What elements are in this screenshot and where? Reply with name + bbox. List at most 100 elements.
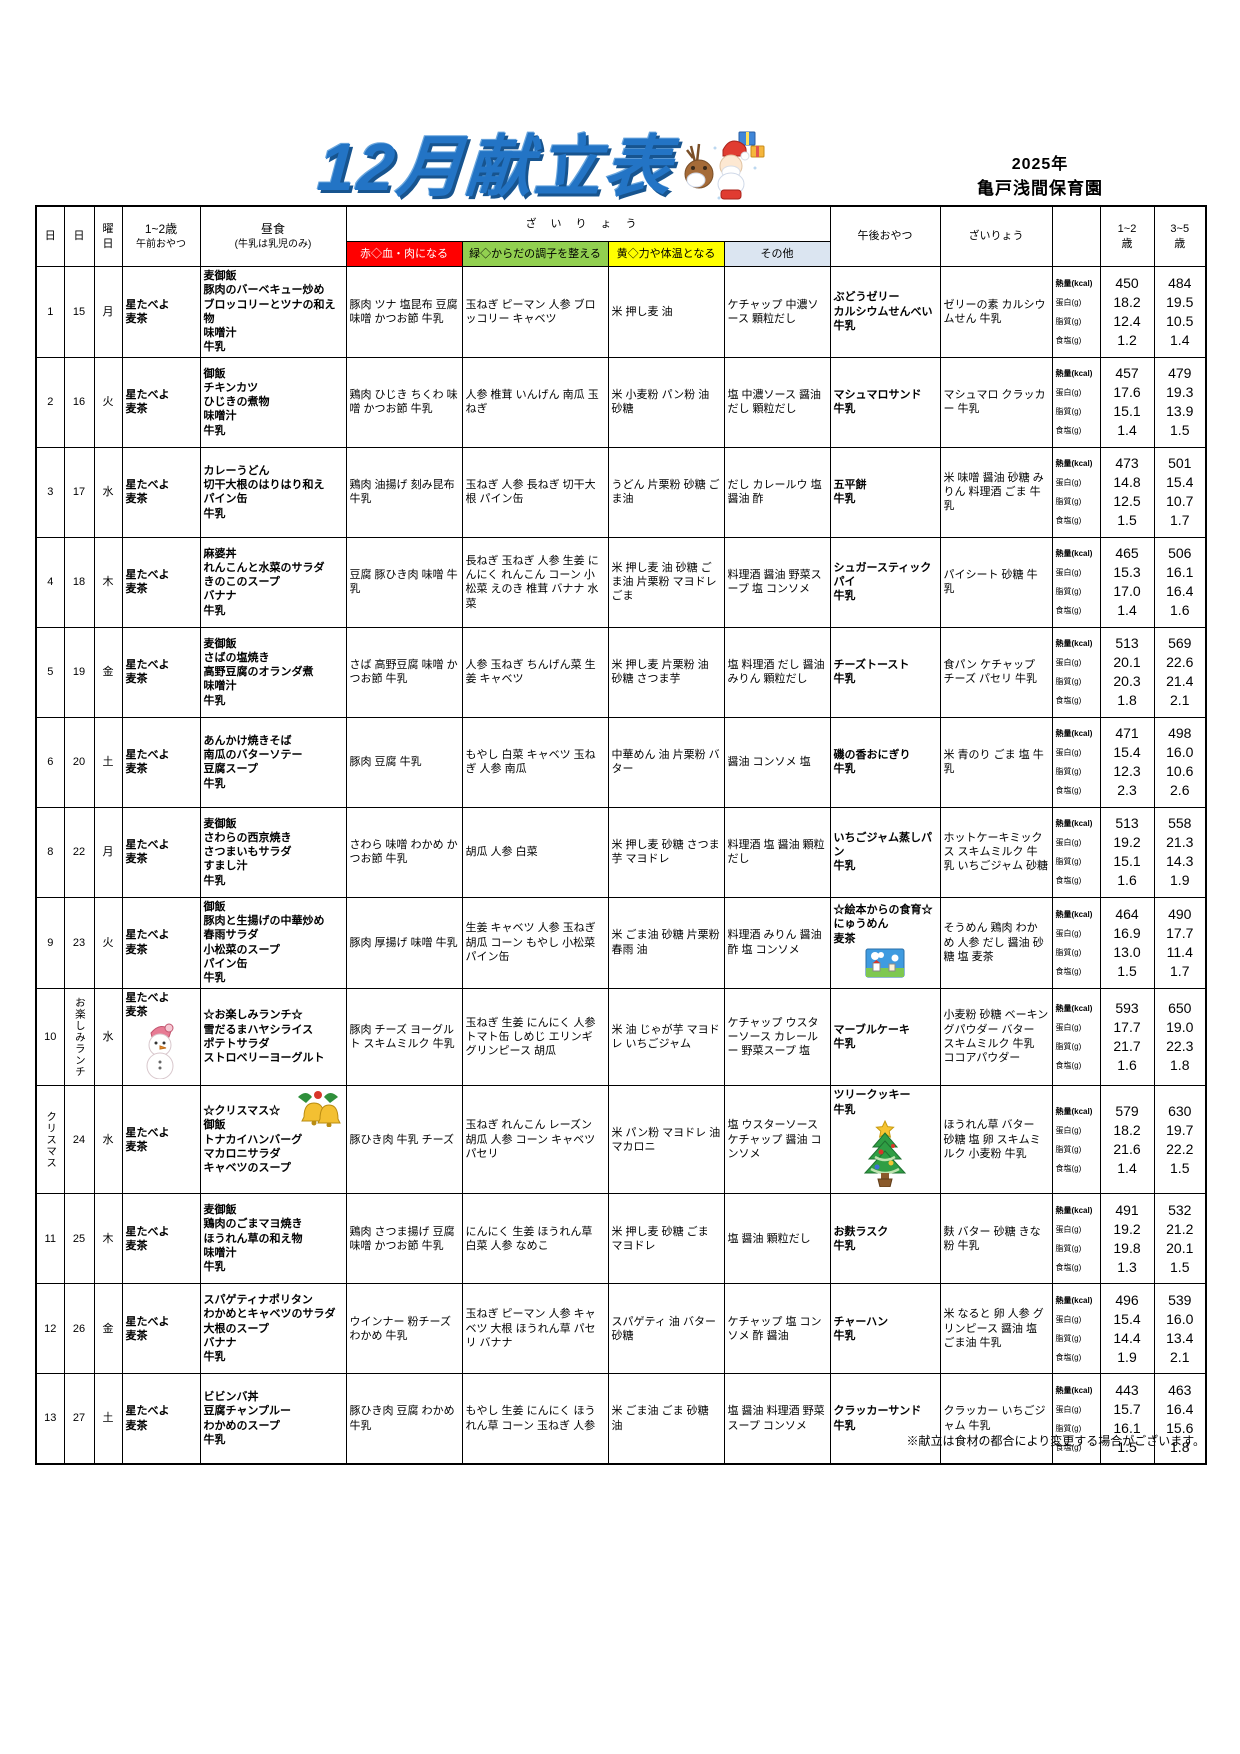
menu-row: 2 16 火 星たべよ 麦茶 御飯 チキンカツ ひじきの煮物 味噌汁 牛乳 鶏肉… bbox=[35, 356, 1207, 448]
nutrition-age12-cell: 473 14.8 12.5 1.5 bbox=[1099, 446, 1155, 538]
afternoon-snack-cell: クラッカーサンド 牛乳 bbox=[829, 1373, 941, 1465]
weekday-cell: 金 bbox=[93, 1283, 123, 1375]
row-number-cell: 4 bbox=[35, 536, 65, 628]
nutrition-labels-cell: 熱量(kcal) 蛋白(g) 脂質(g) 食塩(g) bbox=[1051, 536, 1101, 628]
nutrition-age35-cell: 558 21.3 14.3 1.9 bbox=[1153, 806, 1207, 898]
green-ingredients-cell: もやし 白菜 キャベツ 玉ねぎ 人参 南瓜 bbox=[461, 716, 609, 808]
row-number-cell: 13 bbox=[35, 1373, 65, 1465]
nutrition-labels-cell: 熱量(kcal) 蛋白(g) 脂質(g) 食塩(g) bbox=[1051, 987, 1101, 1087]
header-no: 日 bbox=[35, 205, 65, 267]
nutrition-age12-cell: 593 17.7 21.7 1.6 bbox=[1099, 987, 1155, 1087]
page-title: 12月献立表 bbox=[315, 130, 676, 205]
pm-ingredients-cell: ゼリーの素 カルシウムせん 牛乳 bbox=[939, 266, 1053, 358]
nutrition-age12-cell: 496 15.4 14.4 1.9 bbox=[1099, 1283, 1155, 1375]
year-label: 2025年 bbox=[1011, 156, 1069, 173]
pm-ingredients-cell: ほうれん草 バター 砂糖 塩 卵 スキムミルク 小麦粉 牛乳 bbox=[939, 1085, 1053, 1195]
date-cell: 16 bbox=[63, 356, 95, 448]
red-ingredients-cell: 鶏肉 ひじき ちくわ 味噌 かつお節 牛乳 bbox=[345, 356, 463, 448]
green-ingredients-cell: 玉ねぎ れんこん レーズン 胡瓜 人参 コーン キャベツ パセリ bbox=[461, 1085, 609, 1195]
yellow-ingredients-cell: 米 パン粉 マヨドレ 油 マカロニ bbox=[607, 1085, 725, 1195]
red-ingredients-cell: さば 高野豆腐 味噌 かつお節 牛乳 bbox=[345, 626, 463, 718]
red-ingredients-cell: ウインナー 粉チーズ わかめ 牛乳 bbox=[345, 1283, 463, 1375]
afternoon-snack-cell: マシュマロサンド 牛乳 bbox=[829, 356, 941, 448]
weekday-cell: 土 bbox=[93, 716, 123, 808]
nutrition-labels-cell: 熱量(kcal) 蛋白(g) 脂質(g) 食塩(g) bbox=[1051, 356, 1101, 448]
pm-ingredients-cell: 麩 バター 砂糖 きな粉 牛乳 bbox=[939, 1193, 1053, 1285]
pm-ingredients-cell: 米 味噌 醤油 砂糖 みりん 料理酒 ごま 牛乳 bbox=[939, 446, 1053, 538]
row-number-cell: 2 bbox=[35, 356, 65, 448]
header-age-3-5: 3~5 歳 bbox=[1153, 205, 1207, 267]
book-icon bbox=[834, 948, 937, 982]
menu-row: 10 お楽しみランチ 水 星たべよ 麦茶 ☆お楽しみランチ☆ 雪だるまハヤシライ… bbox=[35, 987, 1207, 1087]
weekday-cell: 木 bbox=[93, 536, 123, 628]
lunch-cell: 麦御飯 さわらの西京焼き さつまいもサラダ すまし汁 牛乳 bbox=[199, 806, 347, 898]
weekday-cell: 月 bbox=[93, 266, 123, 358]
yellow-ingredients-cell: 米 押し麦 砂糖 ごま マヨドレ bbox=[607, 1193, 725, 1285]
row-number-cell: 8 bbox=[35, 806, 65, 898]
yellow-ingredients-cell: うどん 片栗粉 砂糖 ごま油 bbox=[607, 446, 725, 538]
weekday-cell: 土 bbox=[93, 1373, 123, 1465]
nutrition-age35-cell: 506 16.1 16.4 1.6 bbox=[1153, 536, 1207, 628]
header-pm-ingredients: ざいりょう bbox=[939, 205, 1053, 267]
green-ingredients-cell: もやし 生姜 にんにく ほうれん草 コーン 玉ねぎ 人参 bbox=[461, 1373, 609, 1465]
date-cell: お楽しみランチ bbox=[63, 987, 95, 1087]
footer-note: ※献立は食材の都合により変更する場合がございます。 bbox=[906, 1434, 1205, 1448]
red-ingredients-cell: 豚肉 豆腐 牛乳 bbox=[345, 716, 463, 808]
yellow-ingredients-cell: スパゲティ 油 バター 砂糖 bbox=[607, 1283, 725, 1375]
red-ingredients-cell: 豚肉 ツナ 塩昆布 豆腐 味噌 かつお節 牛乳 bbox=[345, 266, 463, 358]
header-ingredients-group: ざいりょう bbox=[345, 205, 831, 242]
pm-ingredients-cell: ホットケーキミックス スキムミルク 牛乳 いちごジャム 砂糖 bbox=[939, 806, 1053, 898]
menu-row: 3 17 水 星たべよ 麦茶 カレーうどん 切干大根のはりはり和え パイン缶 牛… bbox=[35, 446, 1207, 538]
lunch-cell: 御飯 豚肉と生揚げの中華炒め 春雨サラダ 小松菜のスープ パイン缶 牛乳 bbox=[199, 896, 347, 989]
date-cell: 27 bbox=[63, 1373, 95, 1465]
row-number-cell: 12 bbox=[35, 1283, 65, 1375]
pm-ingredients-cell: 食パン ケチャップ チーズ パセリ 牛乳 bbox=[939, 626, 1053, 718]
nutrition-labels-cell: 熱量(kcal) 蛋白(g) 脂質(g) 食塩(g) bbox=[1051, 446, 1101, 538]
menu-row: 12 26 金 星たべよ 麦茶 スパゲティナポリタン わかめとキャベツのサラダ … bbox=[35, 1283, 1207, 1375]
morning-snack-cell: 星たべよ 麦茶 bbox=[121, 536, 201, 628]
other-ingredients-cell: 醤油 コンソメ 塩 bbox=[723, 716, 831, 808]
pm-ingredients-cell: 米 なると 卵 人参 グリンピース 醤油 塩 ごま油 牛乳 bbox=[939, 1283, 1053, 1375]
nutrition-age35-cell: 569 22.6 21.4 2.1 bbox=[1153, 626, 1207, 718]
lunch-cell: 御飯 チキンカツ ひじきの煮物 味噌汁 牛乳 bbox=[199, 356, 347, 448]
nutrition-labels-cell: 熱量(kcal) 蛋白(g) 脂質(g) 食塩(g) bbox=[1051, 896, 1101, 989]
date-cell: 17 bbox=[63, 446, 95, 538]
nutrition-age35-cell: 463 16.4 15.6 1.8 bbox=[1153, 1373, 1207, 1465]
morning-snack-cell: 星たべよ 麦茶 bbox=[121, 896, 201, 989]
menu-row: 8 22 月 星たべよ 麦茶 麦御飯 さわらの西京焼き さつまいもサラダ すまし… bbox=[35, 806, 1207, 898]
date-cell: 15 bbox=[63, 266, 95, 358]
header-lunch: 昼食 (牛乳は乳児のみ) bbox=[199, 205, 347, 267]
weekday-cell: 火 bbox=[93, 356, 123, 448]
nutrition-labels-cell: 熱量(kcal) 蛋白(g) 脂質(g) 食塩(g) bbox=[1051, 716, 1101, 808]
page-title-area: 12月献立表 bbox=[315, 128, 765, 205]
yellow-ingredients-cell: 米 押し麦 片栗粉 油 砂糖 さつま芋 bbox=[607, 626, 725, 718]
row-number-cell: 6 bbox=[35, 716, 65, 808]
row-number-cell: 5 bbox=[35, 626, 65, 718]
red-ingredients-cell: 鶏肉 油揚げ 刻み昆布 牛乳 bbox=[345, 446, 463, 538]
menu-row: 13 27 土 星たべよ 麦茶 ビビンバ丼 豆腐チャンプルー わかめのスープ 牛… bbox=[35, 1373, 1207, 1465]
red-ingredients-cell: 豚ひき肉 豆腐 わかめ 牛乳 bbox=[345, 1373, 463, 1465]
afternoon-snack-cell: マーブルケーキ 牛乳 bbox=[829, 987, 941, 1087]
morning-snack-cell: 星たべよ 麦茶 bbox=[121, 626, 201, 718]
green-ingredients-cell: 胡瓜 人参 白菜 bbox=[461, 806, 609, 898]
weekday-cell: 木 bbox=[93, 1193, 123, 1285]
green-ingredients-cell: 玉ねぎ 人参 長ねぎ 切干大根 パイン缶 bbox=[461, 446, 609, 538]
header-red-group: 赤◇血・肉になる bbox=[345, 241, 463, 267]
menu-row: 9 23 火 星たべよ 麦茶 御飯 豚肉と生揚げの中華炒め 春雨サラダ 小松菜の… bbox=[35, 896, 1207, 989]
other-ingredients-cell: だし カレールウ 塩 醤油 酢 bbox=[723, 446, 831, 538]
afternoon-snack-cell: ☆絵本からの食育☆ にゅうめん 麦茶 bbox=[829, 896, 941, 989]
nutrition-age35-cell: 501 15.4 10.7 1.7 bbox=[1153, 446, 1207, 538]
morning-snack-cell: 星たべよ 麦茶 bbox=[121, 987, 201, 1087]
date-cell: 25 bbox=[63, 1193, 95, 1285]
other-ingredients-cell: 塩 ウスターソース ケチャップ 醤油 コンソメ bbox=[723, 1085, 831, 1195]
header-date: 日 bbox=[63, 205, 95, 267]
nutrition-age35-cell: 484 19.5 10.5 1.4 bbox=[1153, 266, 1207, 358]
yellow-ingredients-cell: 米 ごま油 ごま 砂糖 油 bbox=[607, 1373, 725, 1465]
nutrition-age12-cell: 471 15.4 12.3 2.3 bbox=[1099, 716, 1155, 808]
green-ingredients-cell: 人参 椎茸 いんげん 南瓜 玉ねぎ bbox=[461, 356, 609, 448]
lunch-cell: 麦御飯 豚肉のバーベキュー炒め ブロッコリーとツナの和え物 味噌汁 牛乳 bbox=[199, 266, 347, 358]
header-day: 曜 日 bbox=[93, 205, 123, 267]
date-cell: 19 bbox=[63, 626, 95, 718]
nutrition-labels-cell: 熱量(kcal) 蛋白(g) 脂質(g) 食塩(g) bbox=[1051, 266, 1101, 358]
